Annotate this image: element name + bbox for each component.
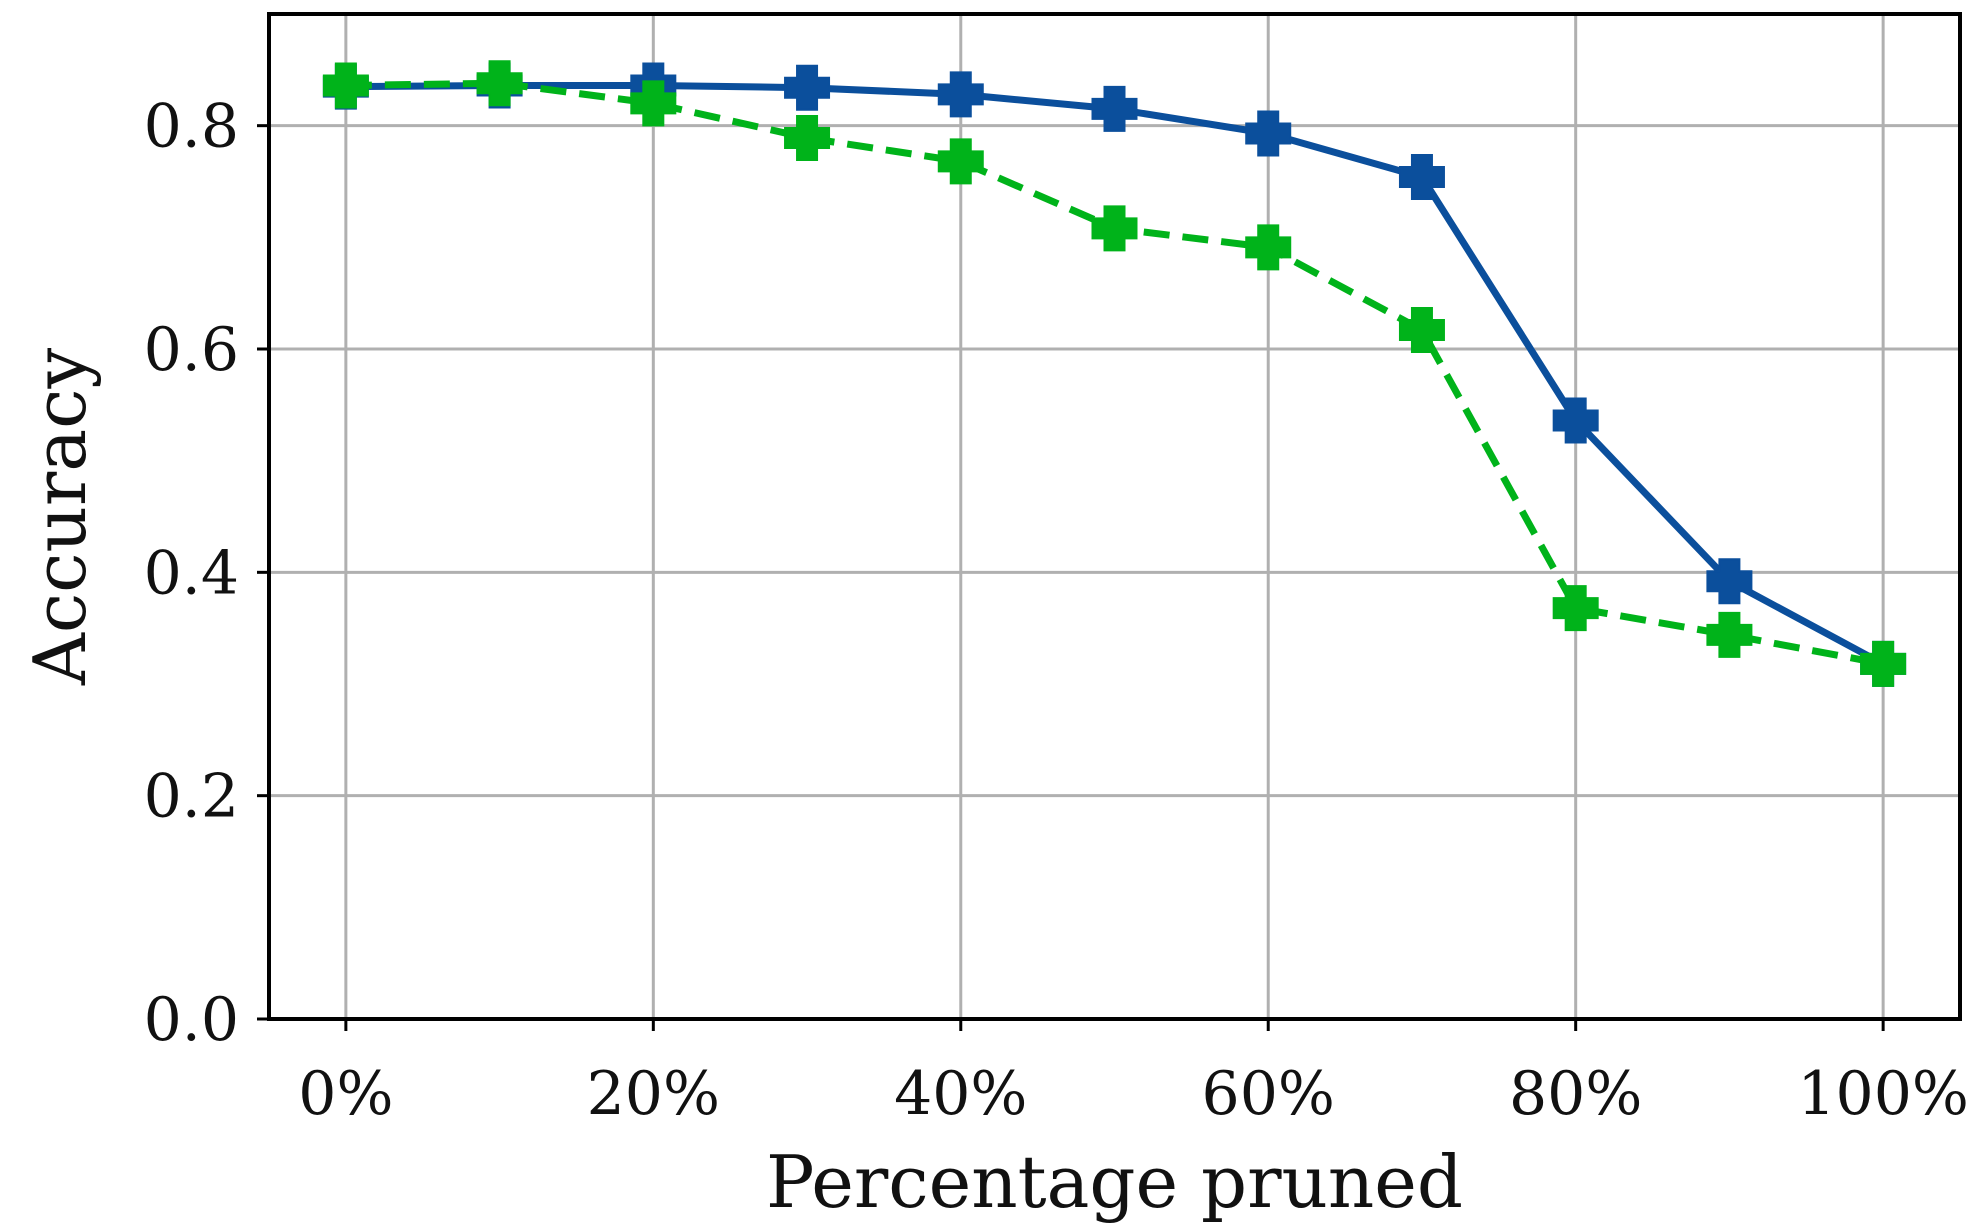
x-tick-label: 80% [1509,1059,1642,1129]
series-2-point [476,60,523,107]
series-layer [322,60,1907,687]
series-1-point [1245,110,1292,157]
y-tick-label: 0.8 [144,92,239,162]
x-tick-label: 100% [1797,1059,1969,1129]
series-2-point [937,138,984,185]
x-axis-label: Percentage pruned [766,1140,1463,1224]
series-2-point [322,62,369,109]
series-1-point [1552,397,1599,444]
series-1-point [1091,85,1138,132]
series-1 [322,62,1907,687]
x-tick-label: 0% [298,1059,393,1129]
axes-frame [267,12,1962,1021]
series-2-point [630,80,677,127]
y-tick-label: 0.6 [144,315,239,385]
series-2-line [345,79,1884,668]
series-2-point [1245,224,1292,271]
y-tick-label: 0.4 [144,538,239,608]
grid [269,14,1960,1021]
y-tick-label: 0.0 [144,985,239,1055]
x-tick-label: 20% [587,1059,720,1129]
series-2-point [1552,585,1599,632]
y-axis-label: Accuracy [18,347,102,686]
series-2-point [1091,205,1138,252]
series-2-point [1398,307,1445,354]
series-1-line [345,81,1885,667]
series-2 [322,60,1907,687]
y-tick-label: 0.2 [144,762,239,832]
series-2-point [784,114,831,161]
tick-labels: 0% 20% 40% 60% 80% 100% 0.0 0.2 0.4 0.6 0.8 [144,92,1969,1129]
plot-frame [267,12,1962,1021]
series-1-point [1398,154,1445,201]
series-1-point [784,64,831,111]
series-2-point [1706,611,1753,658]
series-1-point [937,71,984,118]
series-2-point [1860,640,1907,687]
x-tick-label: 40% [894,1059,1027,1129]
x-tick-label: 60% [1202,1059,1335,1129]
series-1-point [1706,558,1753,605]
